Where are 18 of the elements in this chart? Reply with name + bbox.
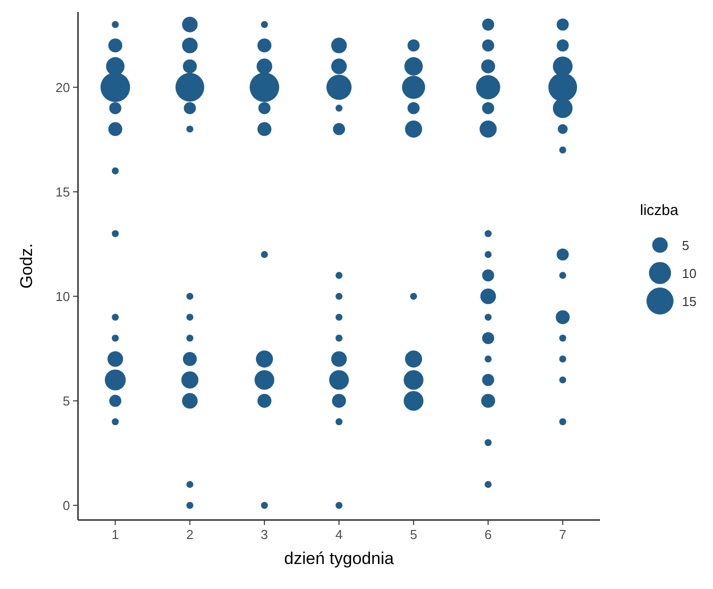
y-axis-title: Godz. xyxy=(17,243,36,289)
x-tick-label: 2 xyxy=(186,527,194,542)
x-tick-label: 1 xyxy=(112,527,119,542)
x-axis-title: dzień tygodnia xyxy=(284,549,394,568)
x-tick-label: 7 xyxy=(559,527,566,542)
x-tick-label: 3 xyxy=(260,527,268,542)
y-tick-label: 5 xyxy=(62,393,70,408)
legend-label: 10 xyxy=(682,266,696,281)
y-tick-label: 15 xyxy=(56,184,70,200)
x-tick-label: 6 xyxy=(484,527,492,542)
y-tick-label: 20 xyxy=(56,80,70,95)
legend-title: liczba xyxy=(640,202,680,219)
y-tick-label: 0 xyxy=(62,498,70,513)
x-tick-label: 5 xyxy=(410,527,418,542)
y-tick-label: 10 xyxy=(56,288,70,304)
legend-label: 15 xyxy=(682,294,696,309)
x-tick-label: 4 xyxy=(335,527,343,542)
legend-label: 5 xyxy=(682,238,690,253)
